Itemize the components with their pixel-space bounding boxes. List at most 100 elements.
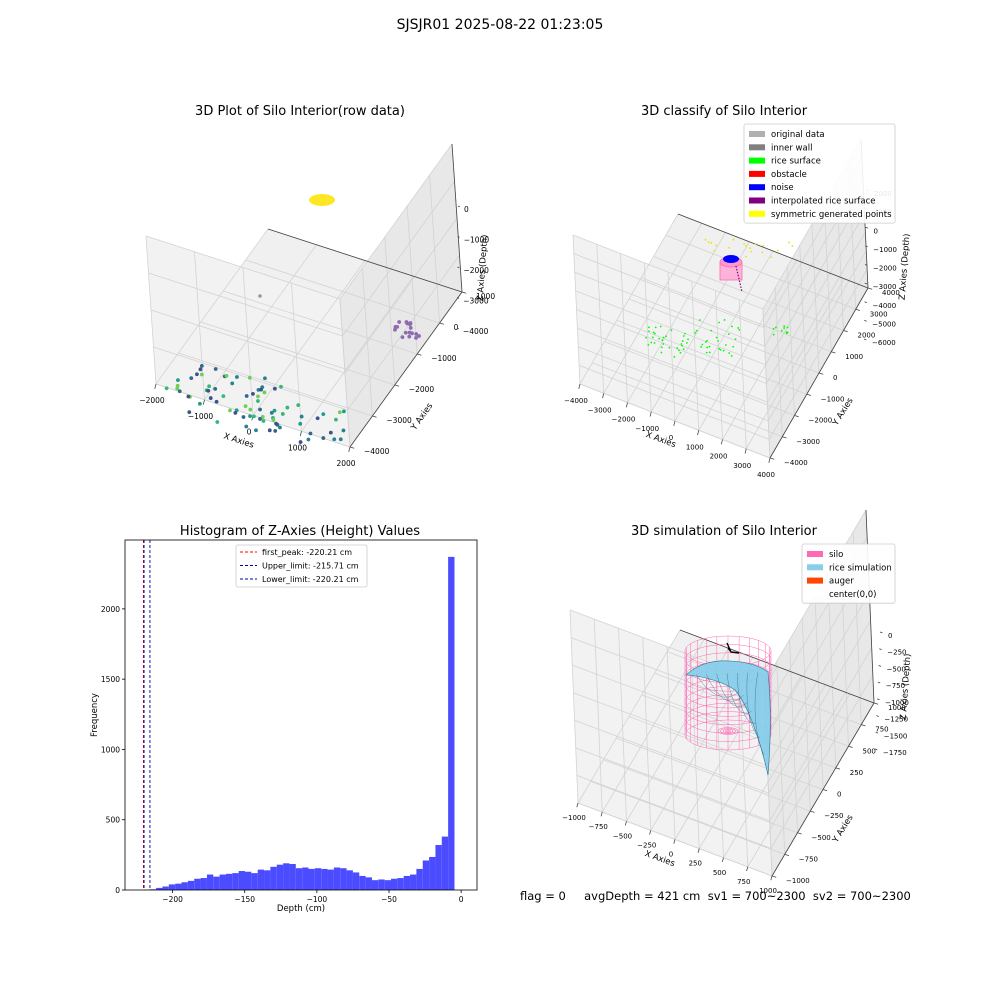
rice-surface-point (653, 342, 656, 344)
z-tick-label: −3000 (873, 283, 897, 291)
data-point (176, 378, 180, 382)
data-point (298, 440, 303, 444)
y-tick-label: 1000 (101, 745, 120, 754)
grid-line (178, 352, 373, 417)
histogram-bar (251, 873, 258, 890)
y-tick-label: 0 (115, 886, 120, 895)
symmetric-point (750, 250, 753, 253)
panel2-legend-label: noise (771, 183, 794, 193)
grid-line (342, 180, 455, 337)
rice-surface-point (734, 338, 737, 341)
rice-surface-point (725, 344, 727, 346)
data-point (315, 416, 320, 421)
symmetric-point (762, 244, 765, 247)
grid-line (618, 628, 627, 822)
grid-line (603, 759, 798, 834)
grid-line (767, 250, 867, 421)
data-point (414, 332, 419, 336)
symmetric-point (728, 246, 730, 249)
data-point (408, 326, 413, 330)
rice-surface-point (662, 336, 665, 339)
y-tick-label: 4000 (882, 289, 900, 297)
x-tick (673, 420, 676, 426)
x-tick-label: 1000 (686, 443, 704, 451)
rice-surface-point (676, 347, 679, 349)
grid-line (592, 362, 783, 438)
data-point (337, 410, 342, 415)
panel3-title: Histogram of Z-Axies (Height) Values (179, 524, 421, 539)
panel2-legend-swatch (749, 131, 765, 137)
z-tick (457, 266, 460, 269)
data-point (404, 320, 409, 324)
grid-line (653, 256, 844, 331)
panel1-title: 3D Plot of Silo Interior(row data) (195, 104, 405, 119)
x-tick-label: 500 (713, 869, 726, 877)
x-tick (602, 393, 605, 399)
y-tick (822, 789, 828, 792)
data-point (393, 327, 397, 332)
grid-line (590, 781, 785, 855)
z-tick-label: −1000 (464, 236, 490, 245)
grid-line (252, 260, 366, 416)
rice-surface-point (699, 319, 701, 321)
z-tick (874, 748, 878, 751)
histogram-bar (314, 868, 322, 890)
data-point (187, 410, 192, 415)
y-tick-label: 750 (875, 726, 888, 734)
grid-line (767, 592, 870, 766)
x-tick-label: −1000 (635, 425, 659, 433)
data-point (243, 404, 248, 409)
panel2-legend-label: rice surface (771, 157, 821, 167)
rice-surface-point (730, 355, 733, 357)
data-point (197, 401, 202, 406)
data-point (199, 363, 204, 368)
histogram-bar (416, 868, 423, 890)
x-tick-label: 1000 (759, 887, 777, 895)
panel2-legend-swatch (749, 157, 765, 164)
y-tick (784, 853, 790, 856)
histogram-bar (289, 863, 296, 890)
rice-surface-point (647, 343, 650, 346)
y-tick-label: −3000 (796, 438, 820, 446)
histogram-bar (162, 886, 169, 890)
rice-surface-point (670, 329, 673, 332)
x-tick (624, 821, 627, 826)
y-tick (794, 415, 799, 418)
z-tick-label: −500 (887, 665, 906, 673)
x-tick (649, 411, 652, 417)
data-point (256, 394, 260, 399)
y-tick (806, 393, 812, 396)
grid-line (200, 321, 395, 386)
symmetric-point (770, 256, 772, 259)
data-point (199, 372, 204, 377)
data-point (261, 419, 266, 423)
grid-line (766, 213, 865, 384)
histogram-bar (194, 878, 201, 890)
z-tick-label: −1000 (885, 699, 909, 707)
data-point (271, 418, 276, 422)
rice-surface-point (662, 343, 665, 345)
data-point (393, 325, 398, 329)
panel2-legend-label: original data (771, 130, 825, 140)
data-point (341, 428, 346, 433)
rice-surface-point (728, 333, 730, 336)
rice-surface-point (723, 319, 726, 321)
z-tick (865, 245, 868, 248)
silo-floor-ring (720, 728, 736, 734)
rice-surface-point (785, 332, 788, 335)
data-point (189, 376, 194, 381)
grid-line (593, 619, 603, 813)
symmetric-point (743, 243, 745, 245)
data-point (213, 367, 218, 371)
rice-surface-point (645, 336, 647, 339)
grid-line (641, 694, 836, 769)
y-tick (769, 457, 775, 460)
x-tick-label: −1000 (562, 814, 586, 822)
data-point (321, 412, 326, 417)
y-tick (461, 291, 467, 294)
data-point (175, 386, 180, 391)
rice-surface-point (710, 329, 713, 332)
data-point (273, 429, 278, 433)
rice-surface-point (682, 335, 685, 337)
silo-floor-ring (725, 729, 731, 733)
